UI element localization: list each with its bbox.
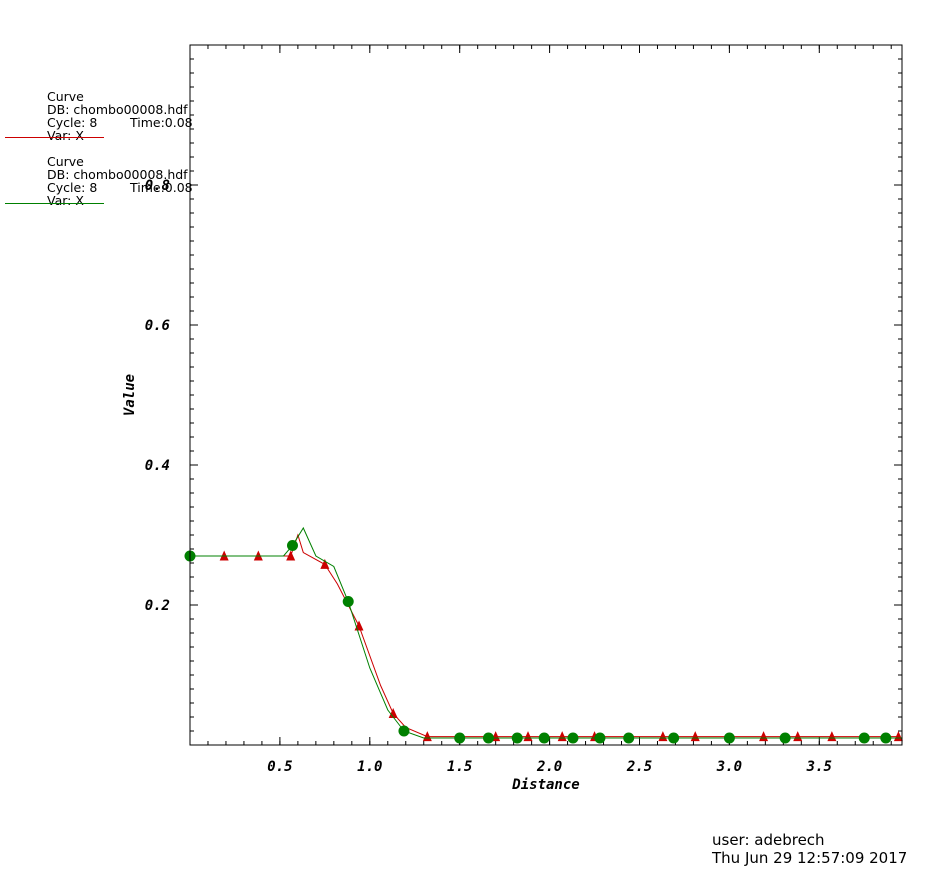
legend-2-time: Time:0.08 xyxy=(129,180,193,195)
legend-entry-1: Curve DB: chombo00008.hdf Cycle: 8 Time:… xyxy=(5,89,193,143)
series-1-line xyxy=(190,533,899,738)
series-1-point xyxy=(286,550,296,561)
series-2-point xyxy=(567,732,579,744)
series-2-point xyxy=(398,725,410,737)
y-tick-labels: 0.2 0.4 0.6 0.8 xyxy=(145,178,170,614)
series-2-point xyxy=(723,732,735,744)
series-1-point xyxy=(557,731,567,742)
plot-frame xyxy=(189,44,903,746)
minor-ticks xyxy=(190,45,902,745)
series-1-point xyxy=(690,731,700,742)
legend-2-title: Curve xyxy=(47,154,84,169)
series-2-point xyxy=(668,732,680,744)
y-tick-label: 0.8 xyxy=(145,178,170,194)
series-2-point xyxy=(342,596,354,607)
series-1-point xyxy=(759,731,769,742)
series-2-point xyxy=(779,732,791,744)
x-tick-label: 2.5 xyxy=(626,759,652,775)
series-1-point xyxy=(658,731,668,742)
series-1-point xyxy=(388,708,398,718)
major-ticks xyxy=(190,45,902,745)
series-2-point xyxy=(454,732,466,744)
x-tick-labels: 0.5 1.0 1.5 2.0 2.5 3.0 3.5 xyxy=(267,759,832,775)
y-tick-label: 0.4 xyxy=(145,458,170,474)
series-2-point xyxy=(858,732,870,744)
series-1-point xyxy=(827,731,837,742)
legend-1-db: DB: chombo00008.hdf xyxy=(47,102,188,117)
x-tick-label: 1.5 xyxy=(447,759,472,775)
legend-2-db: DB: chombo00008.hdf xyxy=(47,167,188,182)
x-axis-title: Distance xyxy=(511,777,579,793)
y-tick-label: 0.6 xyxy=(145,318,170,334)
x-tick-label: 0.5 xyxy=(267,759,292,775)
series-1-point xyxy=(793,731,803,742)
legend-2-cycle: Cycle: 8 xyxy=(47,180,97,195)
legend-1-cycle: Cycle: 8 xyxy=(47,115,97,130)
series-1-point xyxy=(893,731,903,742)
series-2-point xyxy=(538,732,550,744)
footer-timestamp: Thu Jun 29 12:57:09 2017 xyxy=(712,849,908,867)
series-2-point xyxy=(482,732,494,744)
legend-1-time: Time:0.08 xyxy=(129,115,193,130)
footer-user: user: adebrech xyxy=(712,831,825,849)
series-1-point xyxy=(422,731,432,742)
legend-1-var: Var: X xyxy=(47,128,84,143)
x-tick-label: 3.5 xyxy=(806,759,832,775)
series-1-point xyxy=(523,731,533,742)
x-tick-label: 2.0 xyxy=(536,759,562,775)
legend-entry-2: Curve DB: chombo00008.hdf Cycle: 8 Time:… xyxy=(5,154,193,208)
series-1-point xyxy=(320,558,330,569)
series-2-point xyxy=(623,732,635,744)
series-2-point xyxy=(880,732,892,744)
series-layer xyxy=(184,526,903,744)
y-axis-title: Value xyxy=(122,374,138,416)
y-tick-label: 0.2 xyxy=(145,598,170,614)
series-2-point xyxy=(286,540,298,551)
series-2-point xyxy=(511,732,523,744)
x-tick-label: 3.0 xyxy=(716,759,742,775)
legend-2-var: Var: X xyxy=(47,193,84,208)
x-tick-label: 1.0 xyxy=(357,759,382,775)
series-2-line xyxy=(190,526,902,739)
series-2-point xyxy=(594,732,606,744)
legend-1-title: Curve xyxy=(47,89,84,104)
